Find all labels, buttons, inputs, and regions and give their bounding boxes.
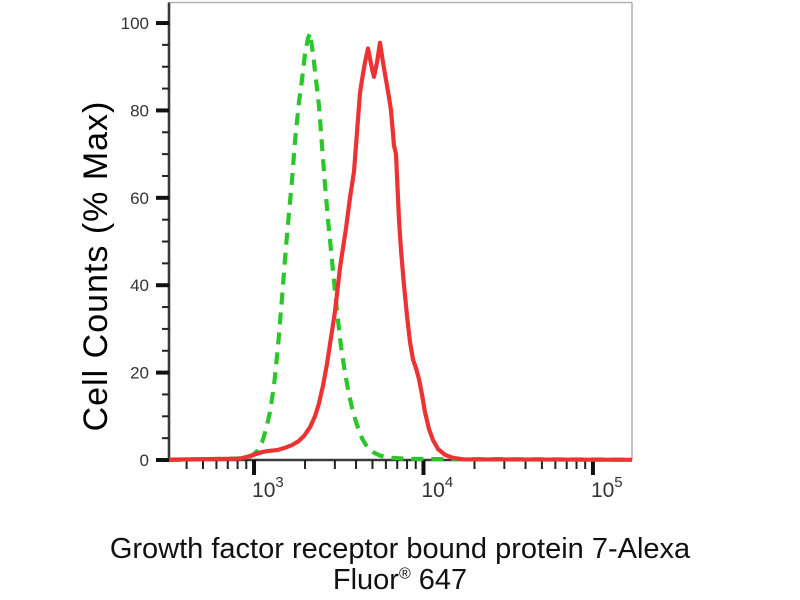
green-dashed-control-curve [168,30,633,463]
y-axis-tick-label: 20 [130,364,149,383]
y-axis-tick-label: 60 [130,189,149,208]
y-axis-tick-label: 100 [121,14,149,33]
y-axis-tick-label: 80 [130,101,149,120]
x-axis-tick-label: 103 [252,474,284,502]
caption-line1: Growth factor receptor bound protein 7-A… [109,533,691,565]
y-axis-tick-label: 40 [130,276,149,295]
caption-line2: Fluor® 647 [0,565,800,596]
registered-trademark-symbol: ® [398,565,411,583]
caption-647-text: 647 [410,564,468,596]
figure-caption: Growth factor receptor bound protein 7-A… [0,534,800,596]
y-axis-tick-label: 0 [140,451,149,470]
flow-histogram-chart: Cell Counts (% Max) 0 20 40 60 80 100 103 104 10… [77,1,633,502]
red-solid-grb7-alexa-647-curve [168,40,633,462]
x-axis-tick-label: 104 [421,474,453,502]
y-axis-title: Cell Counts (% Max) [77,101,115,432]
caption-fluor-text: Fluor [332,564,399,596]
x-axis-tick-label: 105 [591,474,623,502]
